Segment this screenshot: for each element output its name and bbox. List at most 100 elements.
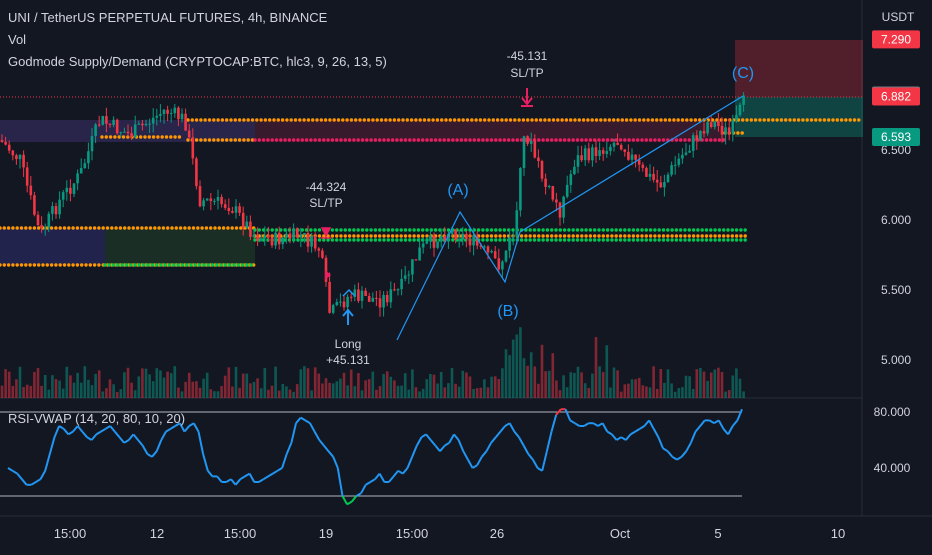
volume-bar <box>598 366 601 398</box>
volume-bar <box>389 376 393 398</box>
zone-dot <box>435 118 440 122</box>
candle <box>537 149 540 168</box>
candle-body <box>439 235 443 242</box>
rsi-segment <box>467 459 474 469</box>
zone-dot <box>670 238 674 242</box>
candle-body <box>447 233 450 241</box>
zone-dot <box>228 263 232 267</box>
zone-dot <box>58 263 62 267</box>
zone-dot <box>640 238 644 242</box>
candle <box>155 108 159 126</box>
zone-dot <box>588 228 593 232</box>
candle <box>58 191 61 219</box>
candle-body <box>526 136 529 144</box>
zone-dot <box>666 238 670 242</box>
zone-dot <box>623 138 627 142</box>
volume-bar <box>267 389 270 398</box>
volume-bar <box>227 367 231 398</box>
volume-bar <box>270 385 274 398</box>
zone-dot <box>386 228 390 232</box>
chart-title[interactable]: UNI / TetherUS PERPETUAL FUTURES, 4h, BI… <box>8 10 328 25</box>
zone-dot <box>272 118 276 122</box>
candle-body <box>295 228 299 238</box>
zone-dot <box>464 228 468 232</box>
zone-dot <box>365 228 369 232</box>
zone-dot <box>728 118 732 122</box>
wave-a-label: (A) <box>447 182 468 199</box>
candle-body <box>558 202 562 218</box>
rsi-segment <box>406 456 414 469</box>
zone-dot <box>758 118 762 122</box>
volume-bar <box>652 366 655 398</box>
volume-bar <box>396 385 400 398</box>
zone-dot <box>382 138 386 142</box>
zone-dot <box>704 238 709 242</box>
zone-dot <box>502 238 507 242</box>
zone-dot <box>405 118 409 122</box>
volume-label[interactable]: Vol <box>8 32 27 47</box>
zone-dot <box>373 238 378 242</box>
zone-dot <box>126 135 130 139</box>
zone-dot <box>685 118 689 122</box>
time-axis-ticks[interactable]: 15:00 12 15:00 19 15:00 26 Oct 5 10 <box>54 526 846 541</box>
price-axis-ticks[interactable]: 6.500 6.000 5.500 5.000 <box>881 143 911 367</box>
zone-dot <box>358 118 362 122</box>
zone-dot <box>730 228 734 232</box>
volume-bar <box>447 383 450 398</box>
candle <box>137 120 141 125</box>
candle-body <box>4 141 7 145</box>
candle <box>97 115 101 128</box>
zone-dot <box>330 228 335 232</box>
zone-dot <box>440 118 444 122</box>
indicator-label[interactable]: Godmode Supply/Demand (CRYPTOCAP:BTC, hl… <box>8 54 387 69</box>
candle-body <box>418 247 421 261</box>
rsi-segment <box>300 416 306 422</box>
zone-dot <box>416 138 421 142</box>
volume-bar <box>285 386 288 398</box>
candle <box>61 189 65 208</box>
candle <box>641 162 645 172</box>
candle-body <box>166 109 169 114</box>
zone-dot <box>722 234 726 238</box>
rsi-segment <box>123 439 130 444</box>
zone-dot <box>438 138 442 142</box>
rsi-segment <box>606 430 613 436</box>
volume-bar <box>101 391 105 398</box>
zone-dot <box>332 118 336 122</box>
zone-dot <box>343 234 347 238</box>
zone-dot <box>304 228 309 232</box>
main-pane[interactable] <box>0 0 862 398</box>
zone-dot <box>365 238 369 242</box>
rsi-segment <box>513 430 520 438</box>
zone-dot <box>644 228 648 232</box>
candle <box>601 147 605 161</box>
zone-dot <box>485 228 489 232</box>
zone-dot <box>427 118 431 122</box>
candle-body <box>155 115 159 118</box>
rsi-segment <box>472 464 478 469</box>
candle-body <box>738 104 742 116</box>
volume-bar <box>36 367 40 398</box>
rsi-segment <box>336 467 344 497</box>
candle <box>522 135 526 176</box>
price-badge-bg <box>872 30 920 49</box>
volume-bar <box>537 383 540 398</box>
candle-body <box>364 290 367 296</box>
zone-dot <box>210 263 215 267</box>
candle-body <box>511 236 515 238</box>
zone-dot <box>37 263 41 267</box>
zone-dot <box>704 138 709 142</box>
zone-dot <box>452 118 457 122</box>
candle <box>173 104 177 118</box>
rsi-segment <box>248 473 256 483</box>
candle-body <box>252 234 256 237</box>
candle <box>267 226 270 242</box>
time-tick-3: 19 <box>319 526 333 541</box>
candle-body <box>479 245 483 247</box>
sltp2-value: -45.131 <box>507 49 548 63</box>
candle <box>263 226 267 246</box>
currency-label[interactable]: USDT <box>882 10 915 24</box>
zone-dot <box>642 118 646 122</box>
